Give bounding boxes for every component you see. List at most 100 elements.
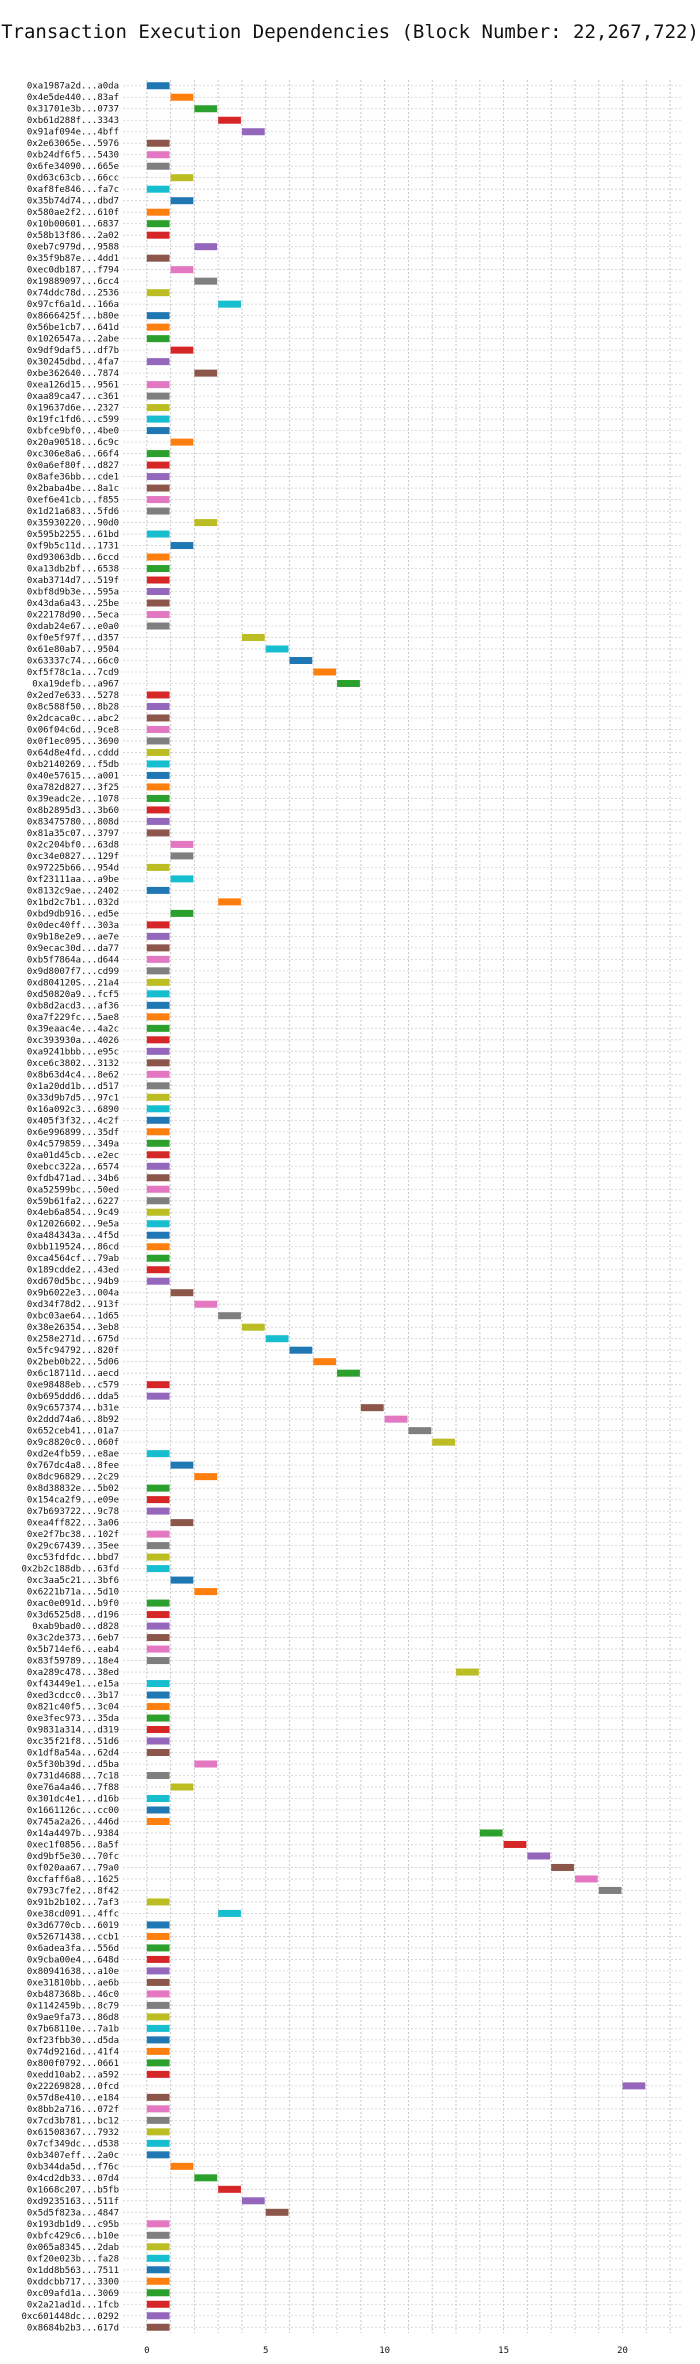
tx-bar <box>146 358 170 366</box>
tx-bar <box>146 1680 170 1688</box>
tx-bar <box>146 599 170 607</box>
tx-bar <box>194 1588 218 1596</box>
tx-bar <box>146 2001 170 2009</box>
tx-bar <box>218 898 241 906</box>
tx-label: 0xb5f7864a...d644 <box>27 955 119 965</box>
tx-bar <box>194 1300 218 1308</box>
tx-label: 0x59b61fa2...6227 <box>27 1197 119 1207</box>
tx-label: 0xd804120S...21a4 <box>27 978 119 988</box>
tx-bar <box>146 1599 170 1607</box>
tx-label: 0x1668c207...b5fb <box>27 2185 119 2195</box>
tx-label: 0x22178d90...5eca <box>27 611 119 621</box>
tx-label: 0x4c579859...349a <box>27 1139 119 1149</box>
tx-label: 0x74d9216d...41f4 <box>27 2047 119 2057</box>
tx-label: 0xf9b5c11d...1731 <box>27 542 119 552</box>
tx-bar <box>146 783 170 791</box>
tx-bar <box>146 1496 170 1504</box>
x-tick-label: 20 <box>617 2346 628 2356</box>
tx-label: 0xe3fec973...35da <box>27 1714 119 1724</box>
tx-label: 0x8d38832e...5b02 <box>27 1484 119 1494</box>
tx-bar <box>146 1737 170 1745</box>
chart-title: Transaction Execution Dependencies (Bloc… <box>1 21 699 43</box>
tx-bar <box>146 461 170 469</box>
tx-bar <box>146 978 170 986</box>
tx-label: 0x0a6ef80f...d827 <box>27 461 119 471</box>
tx-bar <box>146 622 170 630</box>
tx-label: 0x1a20dd1b...d517 <box>27 1082 119 1092</box>
tx-bar <box>146 2243 170 2251</box>
tx-bar <box>146 932 170 940</box>
tx-bar <box>265 645 289 653</box>
tx-label: 0x58b13f86...2a02 <box>27 231 119 241</box>
tx-label: 0xe38cd091...4ffc <box>27 1909 119 1919</box>
tx-label: 0xb2140269...f5db <box>27 760 119 770</box>
tx-label: 0xec0db187...f794 <box>27 266 119 276</box>
tx-label: 0xec1f0856...8a5f <box>27 1840 119 1850</box>
tx-label: 0xa19defb...a967 <box>32 679 119 689</box>
tx-bar <box>146 231 170 239</box>
tx-bar <box>146 392 170 400</box>
tx-label: 0xbe362640...7874 <box>27 369 119 379</box>
tx-label: 0x767dc4a8...8fee <box>27 1461 119 1471</box>
tx-label: 0x065a8345...2dab <box>27 2243 119 2253</box>
tx-bar <box>146 1898 170 1906</box>
tx-bar <box>146 1001 170 1009</box>
grid-lines <box>123 80 682 2333</box>
tx-label: 0x83f59789...18e4 <box>27 1657 119 1667</box>
tx-bar <box>456 1668 479 1676</box>
tx-label: 0x22269828...0fcd <box>27 2082 119 2092</box>
tx-label: 0x39eaac4e...4a2c <box>27 1024 119 1034</box>
tx-label: 0xd9235163...511f <box>27 2197 119 2207</box>
x-tick-label: 5 <box>263 2346 268 2356</box>
tx-label: 0x9b18e2e9...ae7e <box>27 932 119 942</box>
tx-label: 0xbc03ae64...1d65 <box>27 1312 119 1322</box>
tx-bar <box>146 1105 170 1113</box>
tx-label: 0x19637d6e...2327 <box>27 404 119 414</box>
tx-label: 0xa13db2bf...6538 <box>27 565 119 575</box>
tx-bar <box>170 93 194 101</box>
tx-bar <box>146 1806 170 1814</box>
tx-label: 0xd9bf5e30...70fc <box>27 1852 119 1862</box>
tx-bar <box>146 1794 170 1802</box>
tx-bar <box>622 2082 646 2090</box>
tx-label: 0x33d9b7d5...97c1 <box>27 1093 119 1103</box>
tx-bar <box>432 1438 456 1446</box>
tx-bar <box>146 921 170 929</box>
tx-bar <box>170 197 194 205</box>
tx-label: 0xb344da5d...f76c <box>27 2162 119 2172</box>
tx-bar <box>146 1277 170 1285</box>
tx-label: 0xa01d45cb...e2ec <box>27 1151 119 1161</box>
tx-bar <box>146 955 170 963</box>
tx-label: 0x821c40f5...3c04 <box>27 1703 119 1713</box>
tx-bar <box>146 576 170 584</box>
tx-bar <box>146 1691 170 1699</box>
tx-label: 0x3d6525d8...d196 <box>27 1611 119 1621</box>
tx-bar <box>218 116 241 124</box>
tx-label: 0xbd9db916...ed5e <box>27 909 119 919</box>
tx-bar <box>146 1220 170 1228</box>
tx-label: 0x580ae2f2...610f <box>27 208 119 218</box>
tx-label: 0xb487368b...46c0 <box>27 1990 119 2000</box>
tx-bar <box>289 1346 313 1354</box>
tx-bar <box>146 2024 170 2032</box>
tx-bar <box>170 266 194 274</box>
tx-label: 0x5b714ef6...eab4 <box>27 1645 119 1655</box>
tx-bar <box>146 2323 170 2331</box>
tx-label: 0x1df8a54a...62d4 <box>27 1749 119 1759</box>
tx-label: 0x3c2de373...6eb7 <box>27 1634 119 1644</box>
tx-bar <box>146 1553 170 1561</box>
tx-label: 0xd93063db...6ccd <box>27 553 119 563</box>
tx-label: 0x35930220...90d0 <box>27 519 119 529</box>
tx-bar <box>146 1657 170 1665</box>
tx-bar <box>146 2116 170 2124</box>
tx-label: 0xe98488eb...c579 <box>27 1381 119 1391</box>
tx-bar <box>146 220 170 228</box>
tx-bar <box>551 1863 574 1871</box>
tx-label: 0xc09afd1a...3069 <box>27 2289 119 2299</box>
tx-label: 0x405f3f32...4c2f <box>27 1116 119 1126</box>
tx-bar <box>170 1783 194 1791</box>
tx-label: 0x61e80ab7...9504 <box>27 645 119 655</box>
tx-bar <box>146 507 170 515</box>
tx-bar <box>146 1450 170 1458</box>
tx-label: 0xc306e8a6...66f4 <box>27 450 119 460</box>
